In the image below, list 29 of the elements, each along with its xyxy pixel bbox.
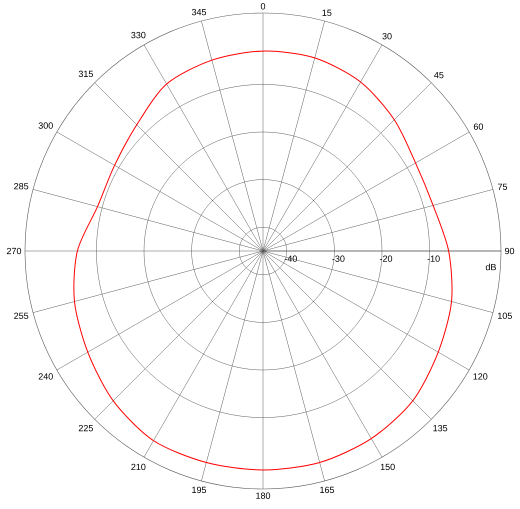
- y-tick-label: -10: [428, 256, 440, 262]
- y-tick-label: -40: [284, 256, 297, 262]
- text: dB: [486, 264, 496, 270]
- spoke-label: 30: [382, 33, 392, 40]
- spoke-label: 225: [78, 424, 93, 432]
- y-tick-label: -20: [380, 256, 392, 262]
- spoke-label: 90: [504, 248, 514, 254]
- spoke-label: 135: [433, 424, 448, 432]
- spoke-label: 105: [498, 312, 512, 319]
- spoke-label: 300: [38, 122, 53, 129]
- spoke-label: 330: [131, 32, 146, 38]
- spoke-label: 75: [498, 184, 508, 190]
- spoke-label: 285: [14, 183, 28, 190]
- spoke-label: 45: [434, 72, 444, 78]
- spoke-label: 60: [474, 123, 484, 130]
- spoke-label: 345: [192, 8, 206, 16]
- spoke-label: 315: [78, 70, 93, 78]
- spoke-label: 150: [380, 464, 395, 470]
- spoke-label: 120: [473, 373, 488, 380]
- spoke-label: 210: [131, 464, 146, 470]
- spoke-label: 195: [192, 486, 206, 494]
- spoke-label: 15: [322, 10, 332, 16]
- spoke-label: 255: [14, 312, 28, 319]
- spoke-label: 180: [256, 492, 270, 499]
- spoke-label: 240: [38, 373, 53, 380]
- spoke-label: 165: [320, 486, 334, 494]
- spoke-label: 270: [6, 248, 22, 254]
- spoke-label: 0: [260, 3, 266, 10]
- y-tick-label: -30: [332, 256, 345, 262]
